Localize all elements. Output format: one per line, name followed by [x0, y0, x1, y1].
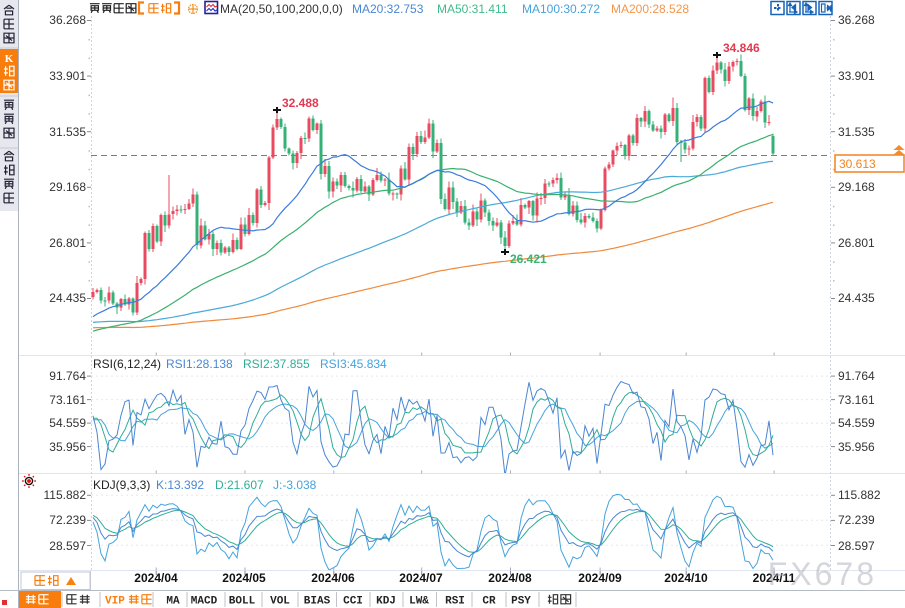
- svg-text:KDJ: KDJ: [376, 596, 396, 608]
- svg-text:36.268: 36.268: [838, 13, 875, 27]
- svg-text:31.535: 31.535: [49, 125, 86, 139]
- svg-text:2024/10: 2024/10: [664, 571, 708, 585]
- svg-text:2024/05: 2024/05: [222, 571, 266, 585]
- svg-text:36.268: 36.268: [49, 13, 86, 27]
- svg-text:28.597: 28.597: [49, 539, 86, 553]
- svg-text:33.901: 33.901: [838, 69, 875, 83]
- svg-text:24.435: 24.435: [838, 291, 875, 305]
- svg-text:31.535: 31.535: [838, 125, 875, 139]
- svg-text:MA50:31.411: MA50:31.411: [437, 2, 508, 16]
- svg-text:24.435: 24.435: [49, 291, 86, 305]
- svg-text:RSI2:37.855: RSI2:37.855: [243, 357, 310, 371]
- svg-text:2024/04: 2024/04: [134, 571, 178, 585]
- svg-text:D:21.607: D:21.607: [215, 478, 264, 492]
- svg-text:26.801: 26.801: [49, 236, 86, 250]
- svg-text:72.239: 72.239: [838, 513, 875, 527]
- svg-text:35.956: 35.956: [49, 440, 86, 454]
- svg-text:30.613: 30.613: [839, 157, 876, 171]
- svg-text:RSI(6,12,24): RSI(6,12,24): [93, 357, 161, 371]
- svg-text:K:13.392: K:13.392: [156, 478, 204, 492]
- svg-text:BOLL: BOLL: [229, 596, 256, 608]
- svg-text:91.764: 91.764: [838, 369, 875, 383]
- svg-text:J:-3.038: J:-3.038: [273, 478, 317, 492]
- svg-text:73.161: 73.161: [838, 393, 875, 407]
- svg-text:MA20:32.753: MA20:32.753: [352, 2, 424, 16]
- svg-text:K: K: [5, 53, 14, 65]
- svg-text:91.764: 91.764: [49, 369, 86, 383]
- svg-text:LW&: LW&: [409, 596, 429, 608]
- svg-text:34.846: 34.846: [723, 41, 760, 55]
- svg-text:FX678: FX678: [768, 556, 877, 592]
- svg-text:MA(20,50,100,200,0,0): MA(20,50,100,200,0,0): [220, 2, 343, 16]
- svg-text:32.488: 32.488: [282, 96, 319, 110]
- svg-text:CR: CR: [482, 596, 496, 608]
- svg-text:RSI1:28.138: RSI1:28.138: [166, 357, 233, 371]
- svg-text:2024/07: 2024/07: [399, 571, 443, 585]
- svg-text:PSY: PSY: [511, 596, 531, 608]
- svg-text:BIAS: BIAS: [304, 596, 331, 608]
- svg-text:29.168: 29.168: [838, 180, 875, 194]
- svg-text:54.559: 54.559: [838, 416, 875, 430]
- svg-text:115.882: 115.882: [838, 488, 881, 502]
- svg-text:2024/06: 2024/06: [311, 571, 355, 585]
- svg-text:26.421: 26.421: [510, 252, 547, 266]
- svg-text:KDJ(9,3,3): KDJ(9,3,3): [93, 478, 150, 492]
- svg-text:MACD: MACD: [191, 596, 218, 608]
- svg-text:35.956: 35.956: [838, 440, 875, 454]
- svg-text:72.239: 72.239: [49, 513, 86, 527]
- svg-text:33.901: 33.901: [49, 69, 86, 83]
- svg-text:29.168: 29.168: [49, 180, 86, 194]
- svg-text:VOL: VOL: [270, 596, 290, 608]
- svg-text:MA200:28.528: MA200:28.528: [611, 2, 689, 16]
- svg-text:RSI: RSI: [445, 596, 465, 608]
- svg-text:73.161: 73.161: [49, 393, 86, 407]
- svg-text:2024/11: 2024/11: [753, 571, 796, 585]
- svg-text:RSI3:45.834: RSI3:45.834: [320, 357, 387, 371]
- svg-text:CCI: CCI: [343, 596, 363, 608]
- svg-text:2024/08: 2024/08: [488, 571, 532, 585]
- svg-text:28.597: 28.597: [838, 539, 875, 553]
- svg-text:MA100:30.272: MA100:30.272: [522, 2, 600, 16]
- svg-text:54.559: 54.559: [49, 416, 86, 430]
- svg-text:VIP: VIP: [105, 596, 125, 608]
- svg-text:MA: MA: [166, 596, 180, 608]
- svg-text:2024/09: 2024/09: [578, 571, 622, 585]
- svg-text:115.882: 115.882: [44, 488, 87, 502]
- svg-text:26.801: 26.801: [838, 236, 875, 250]
